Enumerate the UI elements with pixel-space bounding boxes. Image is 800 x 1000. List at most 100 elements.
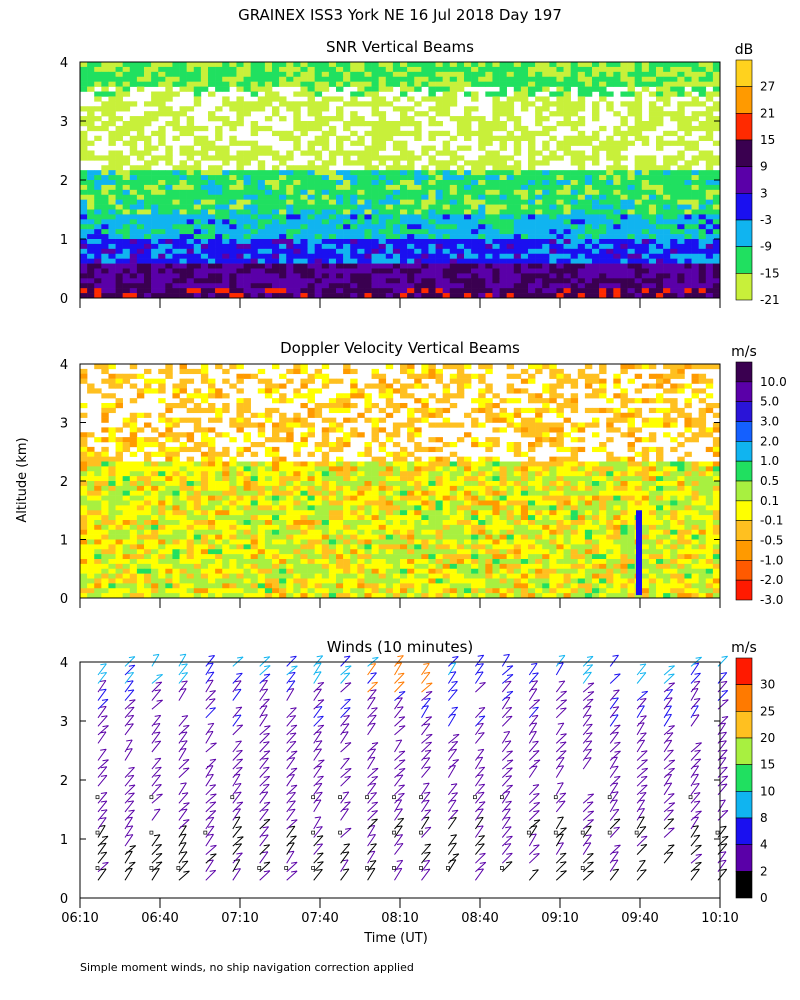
snr-cell [136, 180, 145, 186]
snr-cell [592, 189, 600, 196]
doppler-cell [705, 378, 714, 384]
snr-cell [656, 224, 664, 230]
snr-cell [87, 62, 95, 68]
doppler-cell [392, 422, 401, 428]
doppler-cell [663, 364, 671, 370]
snr-cell [236, 111, 244, 117]
doppler-cell [449, 364, 458, 370]
doppler-cell [392, 456, 401, 462]
snr-cell [222, 184, 230, 191]
doppler-cell [556, 442, 564, 448]
snr-cell [712, 155, 721, 161]
snr-cell [478, 180, 486, 186]
doppler-cell [108, 407, 116, 414]
snr-cell [670, 155, 678, 161]
doppler-cell [115, 456, 123, 462]
snr-cell [435, 199, 443, 205]
snr-cell [279, 239, 287, 245]
doppler-cell [471, 437, 479, 443]
doppler-cell [229, 481, 237, 487]
doppler-cell [464, 471, 472, 477]
doppler-cell [115, 466, 123, 472]
snr-cell [385, 165, 394, 171]
doppler-cell [343, 417, 351, 423]
snr-cell [499, 175, 507, 181]
doppler-cell [129, 417, 138, 423]
snr-cell [606, 293, 614, 299]
snr-cell [236, 268, 244, 274]
snr-cell [528, 101, 536, 107]
snr-cell [293, 239, 301, 245]
doppler-cell [321, 417, 330, 423]
snr-cell [634, 204, 643, 210]
snr-cell [627, 189, 635, 196]
snr-cell [257, 204, 266, 210]
snr-cell [492, 268, 500, 274]
snr-cell [620, 273, 628, 279]
snr-cell [158, 135, 166, 141]
doppler-cell [492, 476, 500, 482]
snr-cell [200, 150, 209, 156]
snr-cell [279, 175, 287, 181]
snr-cell [80, 140, 88, 146]
doppler-cell [350, 368, 358, 375]
snr-cell [243, 101, 251, 107]
doppler-cell [378, 417, 387, 423]
snr-cell [279, 219, 287, 225]
snr-cell [485, 273, 493, 279]
snr-cell [94, 253, 102, 259]
snr-cell [449, 184, 458, 191]
snr-cell [222, 248, 230, 255]
snr-cell [456, 263, 465, 269]
doppler-cell [613, 466, 621, 472]
snr-cell [186, 116, 195, 122]
snr-cell [364, 283, 372, 289]
snr-cell [513, 243, 522, 250]
doppler-cell [670, 407, 678, 414]
snr-cell [101, 111, 109, 117]
snr-cell [421, 243, 429, 250]
snr-cell [115, 239, 123, 245]
snr-cell [485, 293, 493, 299]
snr-cell [286, 184, 294, 191]
snr-cell [513, 125, 522, 132]
doppler-cell [584, 373, 593, 379]
doppler-cell [634, 373, 643, 379]
snr-cell [87, 86, 95, 92]
doppler-cell [87, 451, 95, 457]
snr-cell [456, 125, 465, 132]
doppler-cell [151, 471, 159, 477]
snr-cell [293, 62, 301, 68]
snr-cell [300, 194, 308, 200]
snr-cell [257, 180, 266, 186]
doppler-cell [712, 442, 721, 448]
snr-cell [648, 283, 657, 289]
snr-cell [129, 293, 138, 299]
doppler-cell [698, 476, 707, 482]
snr-cell [400, 155, 408, 161]
snr-cell [158, 130, 166, 137]
snr-cell [222, 209, 230, 215]
doppler-cell [144, 456, 152, 462]
snr-cell [179, 184, 187, 191]
doppler-cell [691, 388, 699, 394]
snr-cell [606, 175, 614, 181]
doppler-cell [80, 432, 88, 438]
snr-cell [257, 278, 266, 284]
snr-cell [492, 116, 500, 122]
snr-cell [634, 243, 643, 250]
snr-cell [87, 121, 95, 127]
doppler-cell [407, 466, 415, 472]
snr-cell [691, 268, 699, 274]
snr-cell [87, 76, 95, 82]
snr-cell [264, 184, 273, 191]
snr-cell [592, 62, 600, 68]
snr-cell [350, 288, 358, 294]
doppler-cell [371, 471, 379, 477]
snr-cell [471, 160, 479, 166]
colorbar-swatch [735, 113, 753, 141]
snr-cell [563, 293, 571, 299]
doppler-cell [87, 383, 95, 389]
snr-cell [108, 81, 116, 87]
snr-cell [172, 71, 180, 78]
